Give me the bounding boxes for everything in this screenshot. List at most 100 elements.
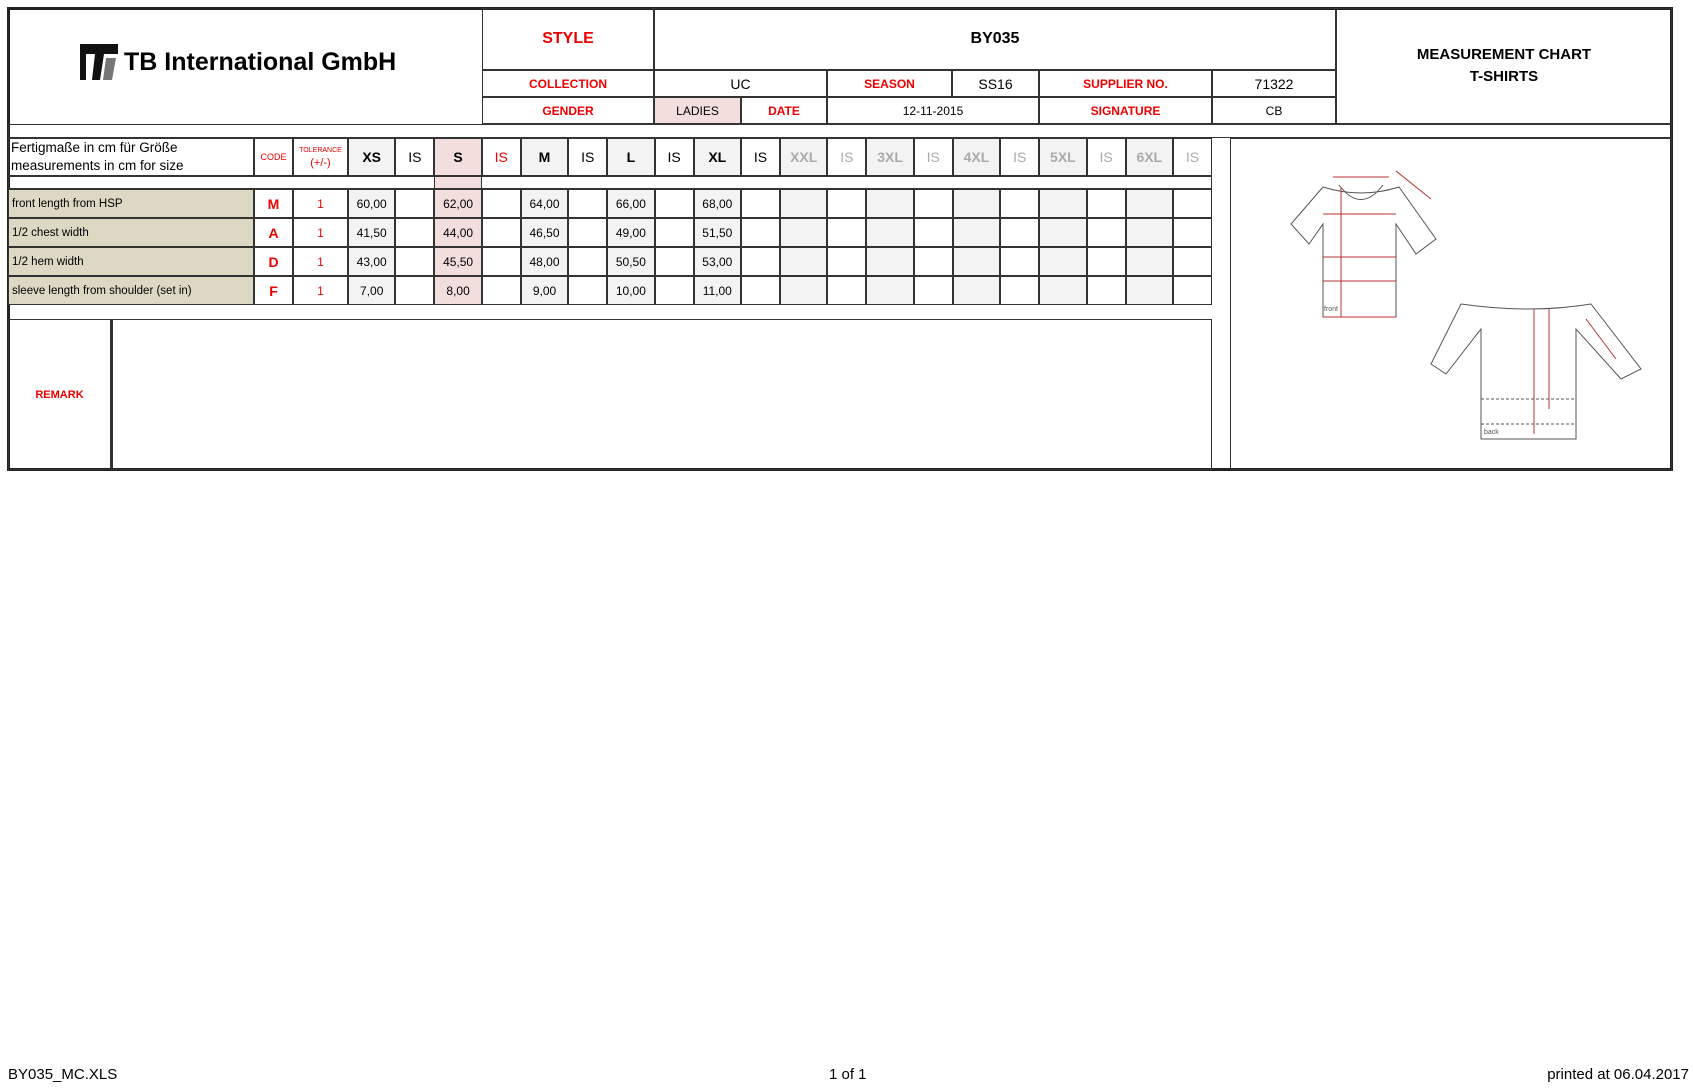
row-code: D xyxy=(254,247,293,276)
measurement-cell: 9,00 xyxy=(520,276,569,305)
measurement-cell xyxy=(1173,218,1212,247)
measurement-cell: 11,00 xyxy=(693,276,741,305)
measurement-cell xyxy=(654,247,694,276)
measurement-cell xyxy=(866,276,914,305)
footer-filename: BY035_MC.XLS xyxy=(8,1066,118,1083)
collection-value: UC xyxy=(654,70,827,97)
remark-label: REMARK xyxy=(8,319,112,470)
footer-printed: printed at 06.04.2017 xyxy=(1547,1066,1689,1083)
measurement-cell: 68,00 xyxy=(693,189,741,218)
season-value: SS16 xyxy=(952,70,1039,97)
measurement-cell xyxy=(1173,189,1212,218)
measurement-cell xyxy=(741,218,780,247)
season-label: SEASON xyxy=(827,70,952,97)
measurement-cell xyxy=(481,189,521,218)
measurement-cell xyxy=(1125,276,1173,305)
style-value: BY035 xyxy=(654,8,1336,70)
measurement-cell xyxy=(866,189,914,218)
date-value: 12-11-2015 xyxy=(827,97,1039,124)
measurement-cell xyxy=(395,189,435,218)
measurement-cell xyxy=(481,276,521,305)
measurement-cell: 51,50 xyxy=(693,218,741,247)
style-label: STYLE xyxy=(482,8,654,70)
measurement-cell xyxy=(952,218,1001,247)
measurement-cell xyxy=(913,189,953,218)
measurement-cell xyxy=(952,189,1001,218)
measurement-cell xyxy=(1086,276,1126,305)
size-header-xs: XS xyxy=(348,138,396,176)
measurement-cell xyxy=(568,218,608,247)
measurement-cell xyxy=(780,247,828,276)
measurement-cell xyxy=(481,218,521,247)
measurement-cell xyxy=(827,276,867,305)
size-header-xxl: XXL xyxy=(780,138,828,176)
measurement-cell xyxy=(780,218,828,247)
company-name: TB International GmbH xyxy=(124,47,397,76)
front-label: front xyxy=(1324,306,1338,313)
chart-title: MEASUREMENT CHART T-SHIRTS xyxy=(1336,8,1672,124)
size-header-is: IS xyxy=(654,138,694,176)
measurement-cell: 41,50 xyxy=(348,218,396,247)
measurement-cell xyxy=(827,189,867,218)
remark-field[interactable] xyxy=(112,319,1212,470)
measurement-cell xyxy=(741,189,780,218)
measurement-cell xyxy=(827,218,867,247)
size-header-m: M xyxy=(520,138,569,176)
row-tolerance: 1 xyxy=(293,247,348,276)
size-header-l: L xyxy=(607,138,655,176)
size-header-6xl: 6XL xyxy=(1125,138,1173,176)
supplier-label: SUPPLIER NO. xyxy=(1039,70,1212,97)
measurement-cell xyxy=(827,247,867,276)
footer-page: 1 of 1 xyxy=(829,1066,867,1083)
measurement-cell xyxy=(913,276,953,305)
measurement-cell: 66,00 xyxy=(607,189,655,218)
measurement-cell: 7,00 xyxy=(348,276,396,305)
measurement-cell xyxy=(1000,276,1040,305)
tb-logo-icon xyxy=(80,44,118,80)
measurement-cell: 43,00 xyxy=(348,247,396,276)
measurement-cell xyxy=(1086,189,1126,218)
measurement-cell xyxy=(1125,247,1173,276)
measurement-cell xyxy=(952,247,1001,276)
measurement-cell xyxy=(1000,218,1040,247)
tshirt-sketch-icon: front back xyxy=(1290,170,1642,440)
collection-label: COLLECTION xyxy=(482,70,654,97)
measurement-cell xyxy=(1086,218,1126,247)
gender-value: LADIES xyxy=(654,97,741,124)
row-tolerance: 1 xyxy=(293,276,348,305)
size-header-xl: XL xyxy=(693,138,741,176)
size-header-5xl: 5XL xyxy=(1039,138,1087,176)
measurement-cell xyxy=(1086,247,1126,276)
measurement-cell xyxy=(780,189,828,218)
measurement-cell xyxy=(780,276,828,305)
measurement-cell xyxy=(568,276,608,305)
measurement-cell xyxy=(866,218,914,247)
tolerance-header: TOLERANCE (+/-) xyxy=(293,138,348,176)
measurement-cell xyxy=(1125,189,1173,218)
row-label: 1/2 hem width xyxy=(8,247,254,276)
spacer-band xyxy=(8,124,1672,138)
measurement-cell: 50,50 xyxy=(607,247,655,276)
row-label: 1/2 chest width xyxy=(8,218,254,247)
signature-value: CB xyxy=(1212,97,1336,124)
code-header: CODE xyxy=(254,138,293,176)
row-code: F xyxy=(254,276,293,305)
measurement-cell: 45,50 xyxy=(434,247,482,276)
measurement-cell xyxy=(741,247,780,276)
size-header-4xl: 4XL xyxy=(952,138,1001,176)
measurement-cell: 48,00 xyxy=(520,247,569,276)
measurement-cell xyxy=(913,247,953,276)
size-header-is: IS xyxy=(827,138,867,176)
measurement-cell xyxy=(1039,189,1087,218)
gender-label: GENDER xyxy=(482,97,654,124)
measurement-cell xyxy=(568,247,608,276)
garment-sketch-panel: front back xyxy=(1230,138,1672,470)
size-header-is: IS xyxy=(1000,138,1040,176)
measurement-cell xyxy=(1039,247,1087,276)
s-column-spacer xyxy=(434,176,482,189)
measurement-cell xyxy=(1039,218,1087,247)
supplier-value: 71322 xyxy=(1212,70,1336,97)
size-header-is: IS xyxy=(1173,138,1212,176)
measurement-cell xyxy=(1000,189,1040,218)
measurement-cell: 64,00 xyxy=(520,189,569,218)
